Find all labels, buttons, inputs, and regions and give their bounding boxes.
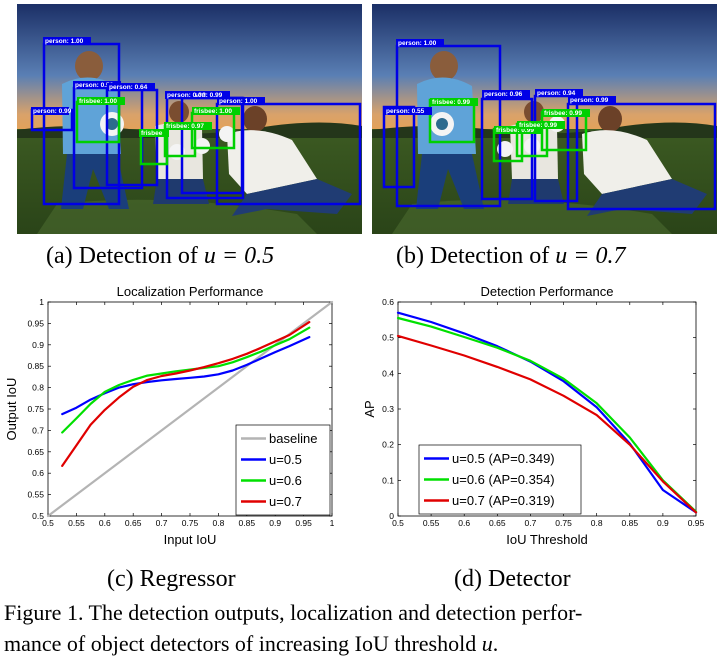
- svg-text:person: 0.99: person: 0.99: [184, 92, 223, 99]
- legend-label: u=0.5 (AP=0.349): [452, 451, 555, 466]
- y-tick-label: 0.75: [27, 404, 44, 414]
- x-tick-label: 0.55: [68, 518, 85, 528]
- series-line-u=0.7: [61, 320, 311, 467]
- legend-label: u=0.7: [269, 494, 302, 509]
- chart-title: Detection Performance: [481, 284, 614, 299]
- legend-label: baseline: [269, 431, 317, 446]
- svg-text:person: 0.56: person: 0.56: [75, 82, 114, 89]
- series-line-u=0.5: [396, 311, 698, 514]
- caption-a-text: (a) Detection of: [46, 243, 204, 269]
- localization-performance-chart: Localization Performance 0.5 0.55 0.6 0.65 0.…: [4, 284, 335, 547]
- caption-a: (a) Detection of u = 0.5: [46, 243, 274, 270]
- x-tick-label: 0.95: [688, 518, 705, 528]
- x-tick-label: 0.75: [555, 518, 572, 528]
- figure-caption: Figure 1. The detection outputs, localiz…: [4, 597, 724, 659]
- svg-text:frisbee: 0.97: frisbee: 0.97: [166, 123, 204, 130]
- detection-image-u05-canvas: person: 1.00 person: 0.56 person: 0.64 p…: [17, 4, 362, 234]
- x-tick-label: 0.7: [156, 518, 168, 528]
- svg-text:person: 1.00: person: 1.00: [219, 98, 258, 105]
- svg-text:frisbee: 1.00: frisbee: 1.00: [194, 108, 232, 115]
- detection-performance-chart: Detection Performance 0.5 0.55 0.6 0.65 0.7 0.…: [364, 284, 705, 547]
- caption-a-math: u = 0.5: [203, 243, 275, 269]
- caption-b: (b) Detection of u = 0.7: [396, 243, 625, 270]
- caption-c: (c) Regressor: [107, 566, 236, 592]
- y-tick-label: 0.2: [382, 440, 394, 450]
- person-figures: [416, 51, 707, 216]
- y-tick-label: 0.5: [32, 511, 44, 521]
- x-tick-label: 0.55: [423, 518, 440, 528]
- legend-label: u=0.6: [269, 473, 302, 488]
- figure-caption-line1: Figure 1. The detection outputs, localiz…: [4, 600, 583, 625]
- legend-label: u=0.6 (AP=0.354): [452, 472, 555, 487]
- y-tick-label: 0.85: [27, 361, 44, 371]
- x-tick-label: 0.6: [99, 518, 111, 528]
- svg-text:person: 0.55: person: 0.55: [386, 108, 425, 115]
- detection-labels: person: 1.00 person: 0.55 person: 0.96 p…: [384, 39, 616, 134]
- svg-text:person: 1.00: person: 1.00: [398, 40, 437, 47]
- x-tick-label: 0.8: [591, 518, 603, 528]
- svg-text:frisbee: 0.99: frisbee: 0.99: [519, 122, 557, 129]
- x-tick-label: 0.65: [125, 518, 142, 528]
- chart-title: Localization Performance: [117, 284, 264, 299]
- x-tick-label: 1: [330, 518, 335, 528]
- series-line-u=0.7: [396, 334, 698, 514]
- series-line-u=0.6: [396, 316, 698, 513]
- x-axis-label: Input IoU: [164, 532, 217, 547]
- x-tick-label: 0.8: [212, 518, 224, 528]
- x-tick-label: 0.75: [182, 518, 199, 528]
- svg-text:person: 0.99: person: 0.99: [570, 97, 609, 104]
- x-tick-label: 0.65: [489, 518, 506, 528]
- svg-text:person: 1.00: person: 1.00: [45, 38, 84, 45]
- y-axis-label: AP: [364, 400, 377, 417]
- legend-label: u=0.7 (AP=0.319): [452, 493, 555, 508]
- legend-box: [235, 424, 331, 516]
- caption-b-math: u = 0.7: [555, 243, 626, 269]
- caption-d: (d) Detector: [454, 566, 571, 592]
- y-tick-label: 0.65: [27, 447, 44, 457]
- y-tick-label: 0.4: [382, 368, 394, 378]
- svg-text:frisbee: 0.99: frisbee: 0.99: [496, 127, 534, 134]
- detection-image-u07-canvas: person: 1.00 person: 0.55 person: 0.96 p…: [372, 4, 717, 234]
- x-tick-label: 0.5: [42, 518, 54, 528]
- x-tick-label: 0.5: [392, 518, 404, 528]
- y-tick-label: 0.6: [382, 297, 394, 307]
- detection-image-u07: person: 1.00 person: 0.55 person: 0.96 p…: [372, 4, 717, 234]
- y-tick-label: 0: [389, 511, 394, 521]
- y-tick-label: 0.3: [382, 404, 394, 414]
- x-tick-label: 0.85: [622, 518, 639, 528]
- svg-text:person: 0.94: person: 0.94: [537, 90, 576, 97]
- x-axis-label: IoU Threshold: [506, 532, 587, 547]
- y-tick-label: 0.9: [32, 340, 44, 350]
- caption-b-text: (b) Detection of: [396, 243, 556, 269]
- y-tick-label: 0.95: [27, 318, 44, 328]
- y-tick-label: 0.8: [32, 383, 44, 393]
- detection-labels: person: 1.00 person: 0.56 person: 0.64 p…: [31, 37, 265, 137]
- x-tick-label: 0.9: [269, 518, 281, 528]
- svg-text:person: 0.64: person: 0.64: [109, 84, 148, 91]
- svg-text:person: 0.99: person: 0.99: [33, 108, 72, 115]
- x-tick-label: 0.85: [239, 518, 256, 528]
- y-tick-label: 0.5: [382, 333, 394, 343]
- svg-text:frisbee: frisbee: [141, 130, 163, 137]
- svg-text:person: 0.??: person: 0.??: [167, 92, 206, 99]
- y-tick-label: 0.7: [32, 425, 44, 435]
- x-tick-label: 0.95: [295, 518, 312, 528]
- y-tick-label: 0.55: [27, 490, 44, 500]
- legend-label: u=0.5: [269, 452, 302, 467]
- svg-text:person: 0.96: person: 0.96: [484, 91, 523, 98]
- svg-text:frisbee: 1.00: frisbee: 1.00: [79, 98, 117, 105]
- detection-image-u05: person: 1.00 person: 0.56 person: 0.64 p…: [17, 4, 362, 234]
- y-tick-label: 0.6: [32, 468, 44, 478]
- x-tick-label: 0.7: [525, 518, 537, 528]
- x-tick-label: 0.6: [458, 518, 470, 528]
- figure-caption-line2: mance of object detectors of increasing …: [4, 631, 499, 656]
- y-tick-label: 0.1: [382, 475, 394, 485]
- x-tick-label: 0.9: [657, 518, 669, 528]
- y-axis-label: Output IoU: [4, 378, 19, 441]
- svg-text:frisbee: 0.99: frisbee: 0.99: [544, 110, 582, 117]
- y-tick-label: 1: [39, 297, 44, 307]
- series-line-u=0.6: [61, 326, 311, 434]
- svg-text:frisbee: 0.99: frisbee: 0.99: [432, 99, 470, 106]
